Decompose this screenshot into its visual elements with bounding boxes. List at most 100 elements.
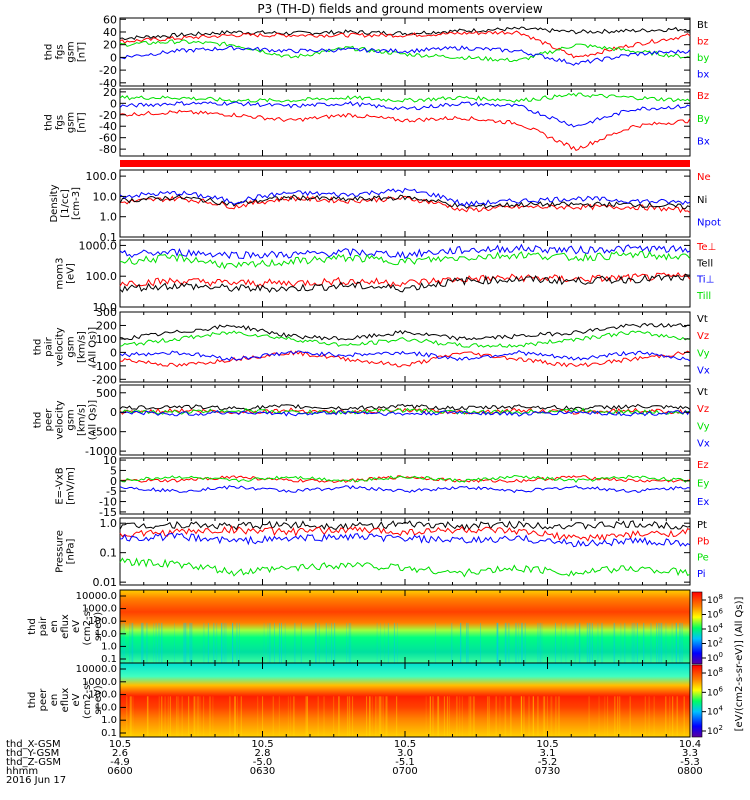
ytick-label: 10.0 <box>93 301 118 314</box>
footer-value: -5.2 <box>538 757 558 768</box>
ytick-label: -500 <box>92 426 117 439</box>
legend-label: Vy <box>697 348 710 359</box>
footer-row-label: thd_Z-GSM <box>6 757 61 768</box>
series-line <box>119 485 691 494</box>
ylabel-line: peer <box>38 688 49 712</box>
panel-frame <box>119 384 691 456</box>
legend-label: By <box>697 114 710 125</box>
ytick-label: 0.1 <box>101 728 117 739</box>
ylabel-line: [1/cc] <box>60 189 71 218</box>
series-line <box>119 474 691 484</box>
legend-label: Te⊥ <box>696 242 716 253</box>
colorbar-tick-exponent: 0 <box>718 651 722 659</box>
ytick-label: 0.1 <box>101 654 117 665</box>
status-bar <box>120 160 690 167</box>
ylabel-line: fgs <box>55 44 66 59</box>
ytick-label: 1000.0 <box>79 239 118 252</box>
ylabel-line: [nT] <box>77 112 88 132</box>
legend-label: Ne <box>697 172 711 183</box>
colorbar-tick-label: 106 <box>707 685 723 698</box>
ytick-label: 0.1 <box>100 547 118 560</box>
footer-value: -4.9 <box>110 757 130 768</box>
series-line <box>119 26 691 41</box>
ytick-label: 10000.0 <box>76 664 117 675</box>
panel-2: Bz By Bx 200-20-40-60-80 thd fgs gsm [nT] <box>44 86 710 157</box>
legend-label: bx <box>697 70 709 81</box>
series-line <box>119 194 691 210</box>
panel-frame <box>119 517 691 586</box>
footer-value: 0800 <box>677 766 702 777</box>
ytick-label: 10.0 <box>93 190 118 203</box>
ytick-label: 60 <box>103 13 117 26</box>
series-line <box>119 39 691 63</box>
ytick-label: -10 <box>99 496 117 509</box>
legend-label: Vt <box>697 387 708 398</box>
ytick-label: 0 <box>110 475 117 488</box>
ylabel-line: peer <box>44 408 55 432</box>
ytick-label: 10000.0 <box>76 591 117 602</box>
series-line <box>119 45 691 66</box>
ylabel-line: [km/s] <box>77 404 88 436</box>
legend-label: Till <box>696 291 711 302</box>
ylabel-line: thd <box>33 412 44 429</box>
series-line <box>119 272 691 288</box>
ytick-label: -100 <box>92 360 117 373</box>
series-line <box>120 349 691 368</box>
panel-frame <box>119 17 691 87</box>
ytick-label: 40 <box>103 26 117 39</box>
colorbar-tick-exponent: 4 <box>718 622 723 630</box>
series-line <box>119 403 691 411</box>
ytick-label: -40 <box>99 77 117 90</box>
series-line <box>119 195 691 214</box>
ylabel-line: en <box>49 694 60 707</box>
footer-value: 2.6 <box>112 748 128 759</box>
ylabel-line: gsm <box>66 41 77 62</box>
ytick-label: -200 <box>92 373 117 386</box>
series-line <box>119 109 691 152</box>
ytick-label: -1000 <box>85 445 117 458</box>
ylabel-line: fgs <box>55 115 66 130</box>
figure-title: P3 (TH-D) fields and ground moments over… <box>257 2 542 16</box>
ytick-label: 0.1 <box>100 231 118 244</box>
legend-label: Bz <box>697 91 709 102</box>
legend-label: Vx <box>697 365 710 376</box>
ylabel-line: velocity <box>55 400 66 439</box>
series-line <box>119 30 691 59</box>
legend-label: Bx <box>697 137 710 148</box>
spectrogram-body <box>120 663 690 737</box>
ytick-label: 0 <box>110 97 117 110</box>
ylabel-line: eflux <box>60 614 71 639</box>
ytick-label: -5 <box>106 485 117 498</box>
ylabel-line: Pressure <box>55 530 66 573</box>
series-line <box>119 100 691 128</box>
legend-label: Pi <box>697 569 706 580</box>
ytick-label: 1.0 <box>101 641 117 652</box>
footer-value: 10.5 <box>251 739 273 750</box>
ytick-label: -60 <box>99 132 117 145</box>
panel-frame <box>119 457 691 515</box>
footer-value: 10.5 <box>536 739 558 750</box>
colorbar-tick-label: 102 <box>707 637 723 650</box>
footer-row-label: thd_Y-GSM <box>6 748 59 759</box>
ytick-label: 10 <box>103 454 117 467</box>
ytick-label: 1000.0 <box>82 677 117 688</box>
series-line <box>119 92 691 103</box>
colorbar-tick-label: 106 <box>707 608 723 621</box>
ylabel-line: eflux <box>60 688 71 713</box>
colorbar-tick-exponent: 8 <box>718 593 722 601</box>
ylabel-line: [eV] <box>66 263 77 284</box>
colorbar-tick-exponent: 2 <box>718 637 722 645</box>
ylabel-line: velocity <box>55 327 66 366</box>
ytick-label: -20 <box>99 109 117 122</box>
ylabel-line: eV <box>71 693 82 706</box>
legend-label: Vz <box>697 404 709 415</box>
spectrogram-body <box>120 590 690 663</box>
ylabel-line: pair <box>44 336 55 356</box>
legend-label: Pb <box>697 536 709 547</box>
legend-label: Ni <box>697 195 707 206</box>
legend-label: Ey <box>697 478 709 489</box>
